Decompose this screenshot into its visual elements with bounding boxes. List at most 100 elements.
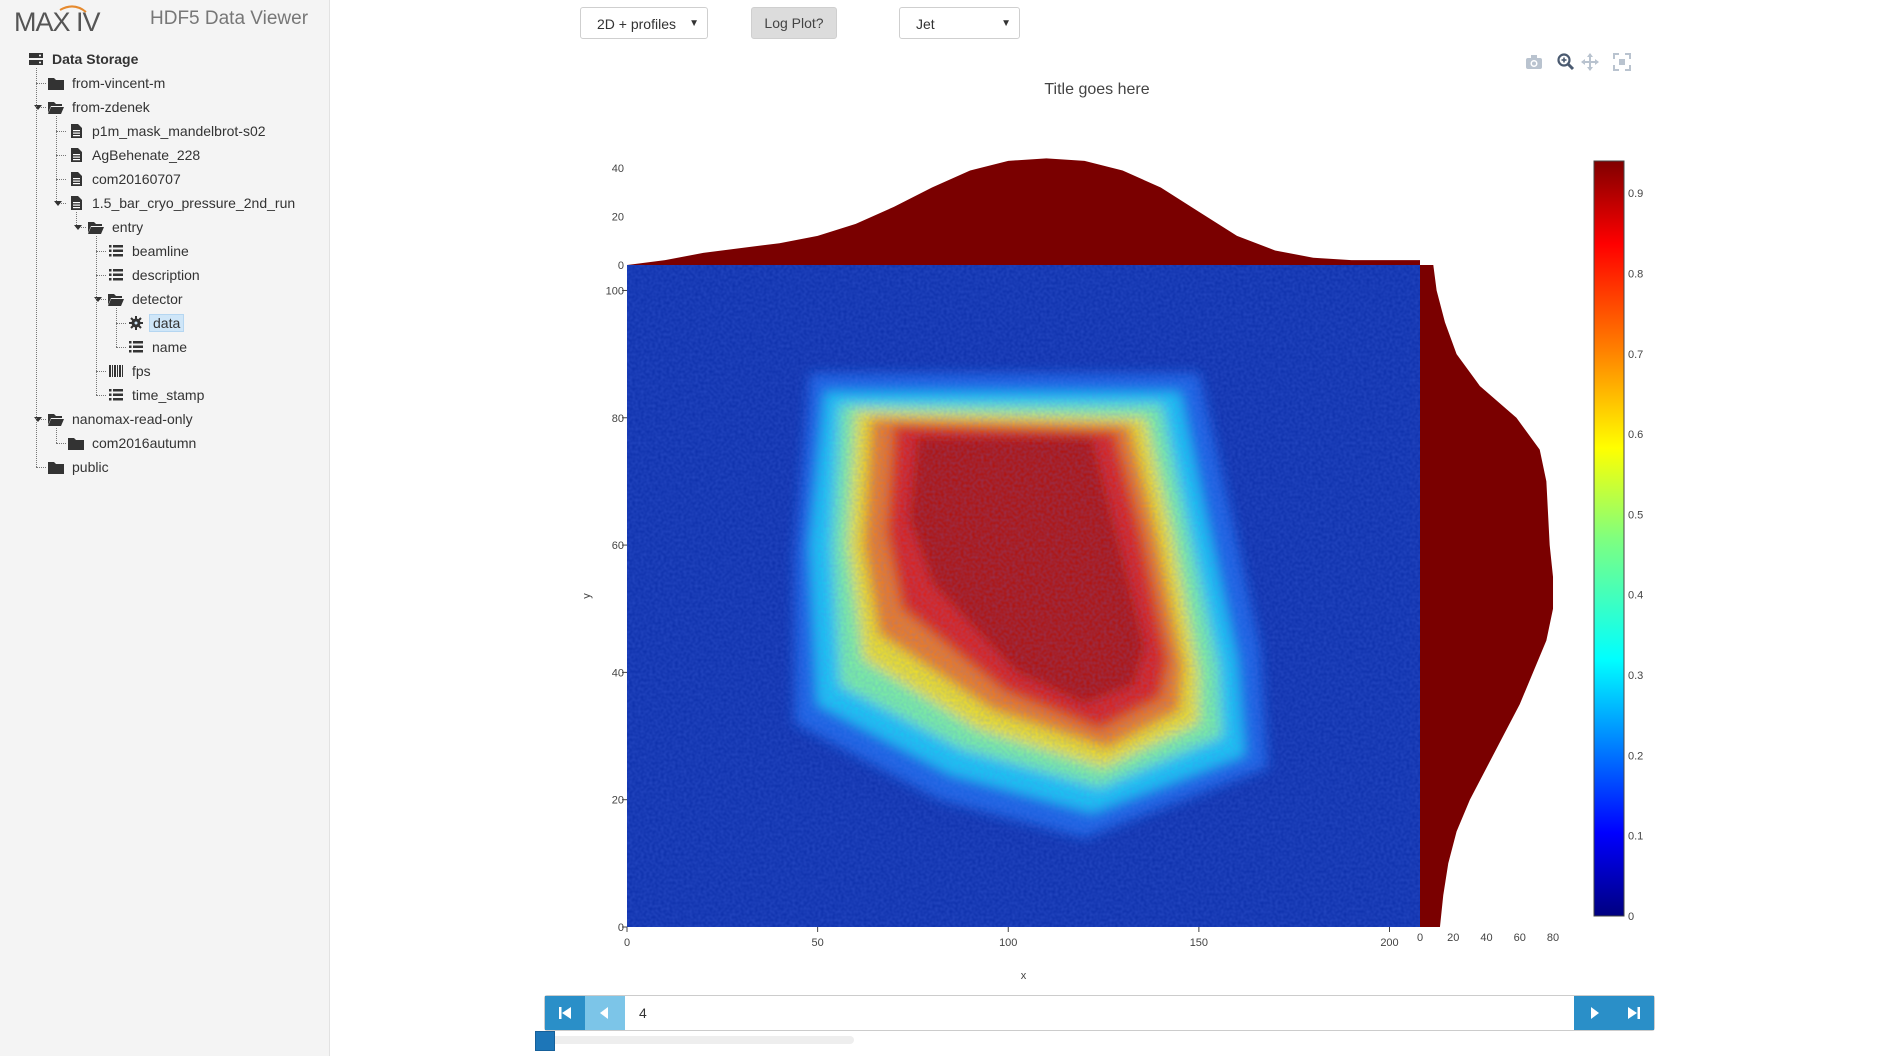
tree-item-p1m-mask-mandelbrot-s02[interactable]: p1m_mask_mandelbrot-s02	[68, 120, 269, 142]
tree-connector	[96, 371, 106, 372]
gear-icon	[129, 316, 143, 330]
y-tick-label: 0	[618, 922, 624, 934]
first-page-icon[interactable]	[545, 996, 585, 1030]
y-tick-label: 60	[612, 540, 624, 552]
tree-item-data[interactable]: data	[128, 312, 185, 334]
plot-mode-select[interactable]: 2D + profiles ▼	[580, 7, 708, 39]
collapse-toggle-icon[interactable]	[54, 201, 62, 206]
tree-item-name[interactable]: name	[128, 336, 190, 358]
prev-icon[interactable]	[585, 996, 625, 1030]
tree-item-entry[interactable]: entry	[88, 216, 146, 238]
tree-item-fps[interactable]: fps	[108, 360, 154, 382]
tree-item-beamline[interactable]: beamline	[108, 240, 192, 262]
zoom-icon[interactable]	[1556, 52, 1576, 72]
tree-item-description[interactable]: description	[108, 264, 203, 286]
frame-navigation: 4	[544, 995, 1655, 1031]
plot-mode-value: 2D + profiles	[597, 16, 676, 32]
tree-item-from-zdenek[interactable]: from-zdenek	[48, 96, 153, 118]
tree-item-com2016autumn[interactable]: com2016autumn	[68, 432, 199, 454]
colormap-select[interactable]: Jet ▼	[899, 7, 1020, 39]
tree-connector	[116, 347, 126, 348]
top-profile-chart: 0 20 40	[612, 158, 1420, 272]
camera-icon[interactable]	[1524, 52, 1544, 72]
x-tick-label: 100	[999, 937, 1017, 949]
collapse-toggle-icon[interactable]	[74, 225, 82, 230]
tree-connector	[56, 443, 66, 444]
tree-item-data-storage[interactable]: Data Storage	[28, 48, 141, 70]
tree-item-label: from-vincent-m	[72, 75, 166, 91]
file-icon	[71, 196, 82, 210]
tree-item-public[interactable]: public	[48, 456, 112, 478]
colorbar-tick-label: 0.6	[1628, 429, 1643, 441]
tree-connector	[96, 275, 106, 276]
file-icon	[71, 172, 82, 186]
collapse-toggle-icon[interactable]	[94, 297, 102, 302]
x-tick-label: 50	[812, 937, 824, 949]
folder-open-icon	[48, 102, 64, 114]
tree-item-label: entry	[112, 219, 144, 235]
tree-connector	[36, 467, 46, 468]
next-icon[interactable]	[1574, 996, 1614, 1030]
chevron-down-icon: ▼	[689, 18, 699, 29]
y-tick-label: 100	[606, 285, 624, 297]
last-page-icon[interactable]	[1614, 996, 1654, 1030]
tree-connector	[76, 212, 77, 227]
colorbar-tick-label: 0	[1628, 911, 1634, 923]
heatmap[interactable]	[627, 265, 1420, 927]
list-icon	[129, 341, 143, 353]
frame-index-input[interactable]: 4	[639, 1005, 647, 1021]
tree-connector	[116, 308, 117, 347]
y-tick-label: 80	[612, 413, 624, 425]
x-tick-label: 150	[1190, 937, 1208, 949]
autoscale-icon[interactable]	[1612, 52, 1632, 72]
tree-item-com20160707[interactable]: com20160707	[68, 168, 184, 190]
axes: 0 50 100 150 200 0 20 40 60 80 100 x y	[581, 285, 1399, 982]
list-icon	[109, 269, 123, 281]
colorbar-tick-label: 0.1	[1628, 831, 1643, 843]
folder-open-icon	[48, 414, 64, 426]
collapse-toggle-icon[interactable]	[34, 417, 42, 422]
colorbar-tick-label: 0.3	[1628, 670, 1643, 682]
top-profile-tick-label: 20	[612, 212, 624, 224]
heatmap-noise	[627, 265, 1420, 927]
plot-modebar	[1524, 52, 1634, 72]
colorbar-tick-label: 0.2	[1628, 750, 1643, 762]
plot-title: Title goes here	[1044, 81, 1149, 98]
tree-item-label: public	[72, 459, 109, 475]
top-profile-area	[627, 158, 1420, 265]
log-plot-button[interactable]: Log Plot?	[751, 7, 837, 39]
folder-open-icon	[88, 222, 104, 234]
tree-connector	[96, 251, 106, 252]
tree-connector	[56, 428, 57, 443]
tree-item-detector[interactable]: detector	[108, 288, 186, 310]
frame-slider-thumb[interactable]	[535, 1031, 555, 1051]
tree-item-from-vincent-m[interactable]: from-vincent-m	[48, 72, 168, 94]
x-axis-label: x	[1021, 970, 1027, 982]
collapse-toggle-icon[interactable]	[34, 105, 42, 110]
tree-item-label: from-zdenek	[72, 99, 150, 115]
pan-icon[interactable]	[1580, 52, 1600, 72]
tree-item-nanomax-read-only[interactable]: nanomax-read-only	[48, 408, 196, 430]
tree-item-agbehenate-228[interactable]: AgBehenate_228	[68, 144, 203, 166]
tree-item-time-stamp[interactable]: time_stamp	[108, 384, 207, 406]
colorbar-tick-label: 0.8	[1628, 268, 1643, 280]
list-icon	[109, 245, 123, 257]
tree-item-label: 1.5_bar_cryo_pressure_2nd_run	[92, 195, 296, 211]
tree-connector	[56, 116, 57, 203]
colorbar-tick-label: 0.5	[1628, 509, 1643, 521]
tree-connector	[96, 395, 106, 396]
tree-item-1-5-bar-cryo-pressure-2nd-run[interactable]: 1.5_bar_cryo_pressure_2nd_run	[68, 192, 298, 214]
tree-item-label: time_stamp	[132, 387, 205, 403]
tree-item-label: AgBehenate_228	[92, 147, 201, 163]
list-icon	[109, 389, 123, 401]
tree-item-label: description	[132, 267, 200, 283]
logo-text: MAX IV	[14, 7, 101, 36]
tree-connector	[116, 323, 126, 324]
tree-item-label: com2016autumn	[92, 435, 197, 451]
main-panel: 2D + profiles ▼ Log Plot? Jet ▼ Title go…	[330, 0, 1893, 1056]
colorbar-tick-label: 0.9	[1628, 188, 1643, 200]
frame-slider-track[interactable]	[544, 1036, 854, 1044]
chevron-down-icon: ▼	[1001, 18, 1011, 29]
tree-item-label: beamline	[132, 243, 189, 259]
